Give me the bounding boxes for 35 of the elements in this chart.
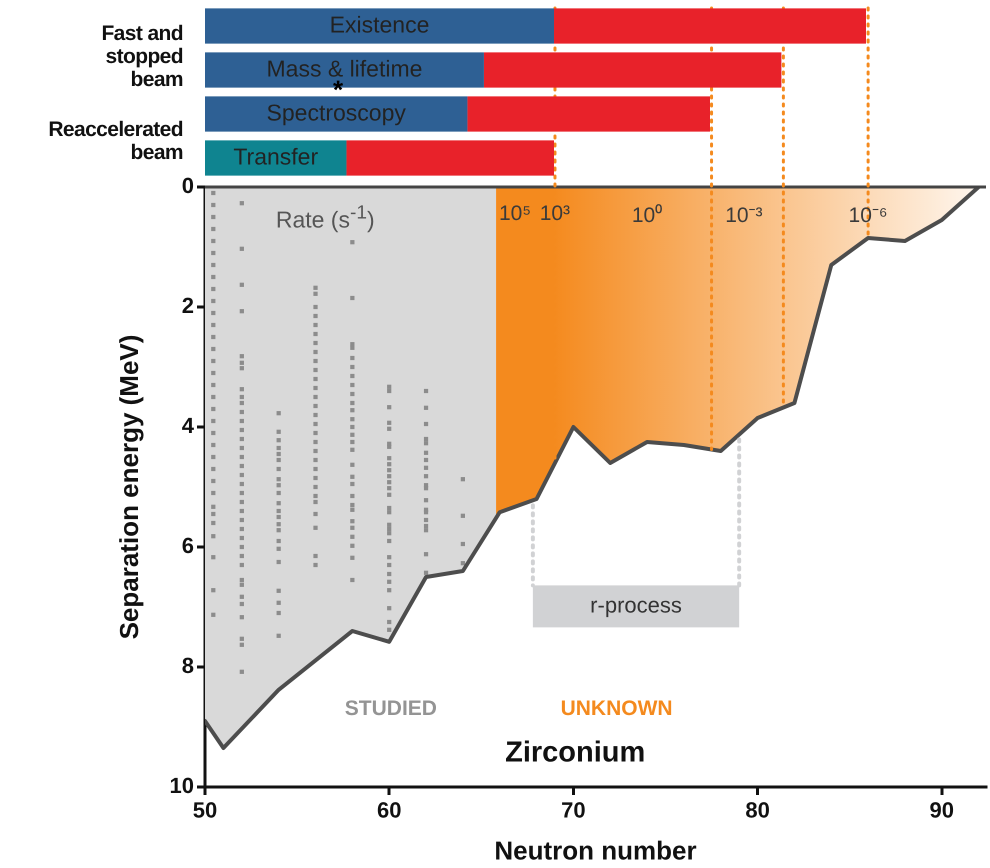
- text: Reaccelerated beam: [47, 118, 183, 164]
- annotation: 10⁰: [632, 203, 662, 228]
- y-axis-title: Separation energy (MeV): [114, 334, 144, 640]
- text: Fast and stopped beam: [100, 22, 183, 91]
- bar: [205, 96, 468, 132]
- y-tick-label: Transfer: [233, 143, 318, 170]
- bar: [484, 52, 782, 88]
- y-tick-label: Mass & lifetime: [266, 55, 422, 82]
- y-tick-label: 0: [182, 173, 194, 198]
- bar: [467, 96, 710, 132]
- annotation: 10⁻⁶: [848, 203, 888, 228]
- y-tick-label: 4: [182, 413, 195, 438]
- y-tick-label: Existence: [330, 11, 430, 38]
- annotation: Rate (s$^{-1}$): [276, 202, 375, 234]
- bar: [554, 8, 866, 44]
- x-axis-title: Neutron number: [494, 836, 697, 866]
- x-tick-label: 60: [376, 797, 402, 822]
- bar: [205, 8, 554, 44]
- annotation: STUDIED: [344, 697, 437, 721]
- x-tick-label: 80: [745, 797, 770, 822]
- annotation: Zirconium: [505, 736, 646, 770]
- y-tick-label: Spectroscopy: [266, 99, 406, 126]
- x-tick-label: 90: [930, 797, 954, 822]
- y-tick-label: 6: [182, 533, 194, 558]
- y-tick-label: 2: [182, 293, 194, 318]
- x-tick-label: 50: [192, 797, 218, 822]
- annotation: 10⁵: [499, 202, 532, 226]
- band-label: r-process: [590, 592, 682, 618]
- y-tick-label: 10: [170, 773, 194, 798]
- annotation: 10³: [540, 202, 570, 226]
- annotation: 10⁻³: [725, 203, 763, 228]
- annotation: UNKNOWN: [560, 697, 673, 721]
- y-tick-label: 8: [182, 653, 194, 678]
- x-tick-label: 70: [561, 797, 586, 822]
- bar: [346, 140, 554, 176]
